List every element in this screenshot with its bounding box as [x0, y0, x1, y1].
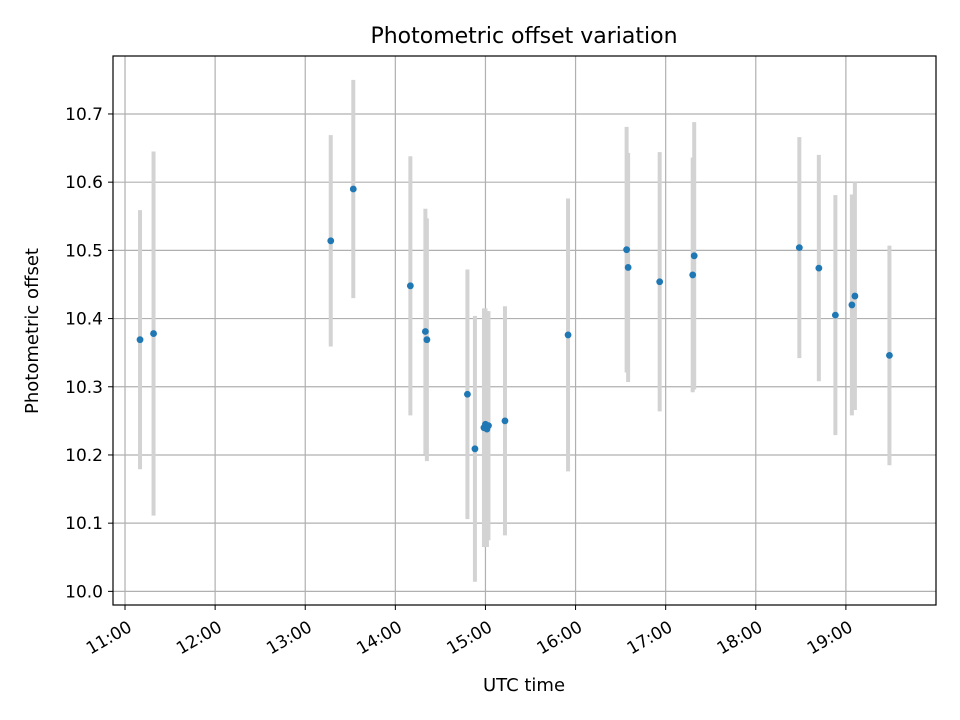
data-point: [421, 328, 429, 335]
y-tick-label: 10.1: [65, 514, 103, 534]
y-tick-label: 10.5: [65, 241, 103, 261]
data-point: [485, 422, 492, 430]
y-tick-label: 10.7: [65, 105, 103, 125]
data-point: [349, 185, 357, 193]
data-point: [423, 336, 431, 344]
data-point: [150, 330, 157, 337]
data-point: [851, 292, 859, 300]
y-tick-label: 10.4: [65, 310, 103, 330]
y-tick-label: 10.3: [65, 378, 103, 398]
data-point: [623, 246, 631, 254]
y-tick-label: 10.6: [65, 173, 103, 193]
x-axis-label: UTC time: [483, 675, 565, 696]
data-point: [624, 264, 632, 271]
data-point: [815, 264, 823, 272]
y-tick-label: 10.2: [65, 446, 103, 466]
data-point: [327, 237, 335, 245]
data-point: [464, 390, 471, 398]
data-point: [406, 282, 414, 290]
data-point: [471, 445, 479, 453]
data-point: [831, 311, 839, 319]
y-axis-label: Photometric offset: [22, 248, 43, 414]
data-point: [564, 331, 572, 339]
plot-frame: [112, 55, 937, 606]
data-point: [886, 351, 893, 359]
chart-title: Photometric offset variation: [370, 24, 677, 49]
data-point: [656, 278, 664, 286]
data-point: [690, 252, 698, 260]
data-point: [848, 301, 856, 309]
data-point: [689, 271, 697, 279]
y-tick-label: 10.0: [65, 582, 103, 602]
data-point: [136, 336, 144, 344]
data-points: [136, 185, 893, 453]
data-point: [501, 417, 509, 425]
data-point: [795, 244, 803, 252]
